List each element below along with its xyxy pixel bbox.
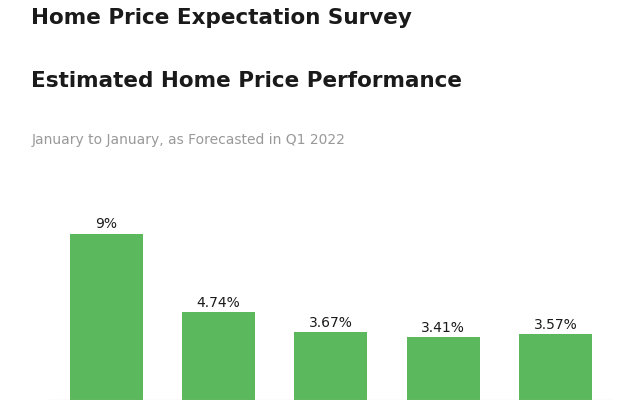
Text: 3.57%: 3.57% xyxy=(534,318,577,332)
Bar xyxy=(295,332,367,400)
Text: 3.41%: 3.41% xyxy=(421,321,465,335)
Bar xyxy=(519,334,592,400)
Bar xyxy=(182,312,255,400)
Text: 9%: 9% xyxy=(95,217,117,231)
Text: January to January, as Forecasted in Q1 2022: January to January, as Forecasted in Q1 … xyxy=(31,133,345,148)
Text: 4.74%: 4.74% xyxy=(197,296,240,310)
Text: Estimated Home Price Performance: Estimated Home Price Performance xyxy=(31,71,462,91)
Bar xyxy=(407,337,480,400)
Text: 3.67%: 3.67% xyxy=(309,316,353,330)
Text: Home Price Expectation Survey: Home Price Expectation Survey xyxy=(31,8,412,28)
Bar xyxy=(70,234,142,400)
